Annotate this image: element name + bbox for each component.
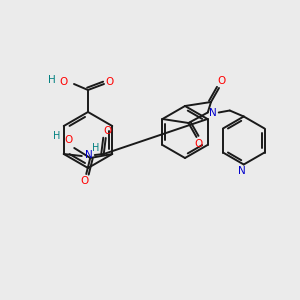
Text: O: O (194, 139, 202, 149)
Text: O: O (64, 135, 72, 145)
Text: N: N (238, 167, 246, 176)
Text: O: O (103, 126, 112, 136)
Text: N: N (209, 107, 217, 118)
Text: O: O (60, 77, 68, 87)
Text: O: O (217, 76, 225, 86)
Text: O: O (80, 176, 88, 186)
Text: H: H (48, 75, 56, 85)
Text: H: H (52, 131, 60, 141)
Text: O: O (105, 77, 113, 87)
Text: N: N (85, 150, 93, 160)
Text: H: H (92, 143, 99, 153)
